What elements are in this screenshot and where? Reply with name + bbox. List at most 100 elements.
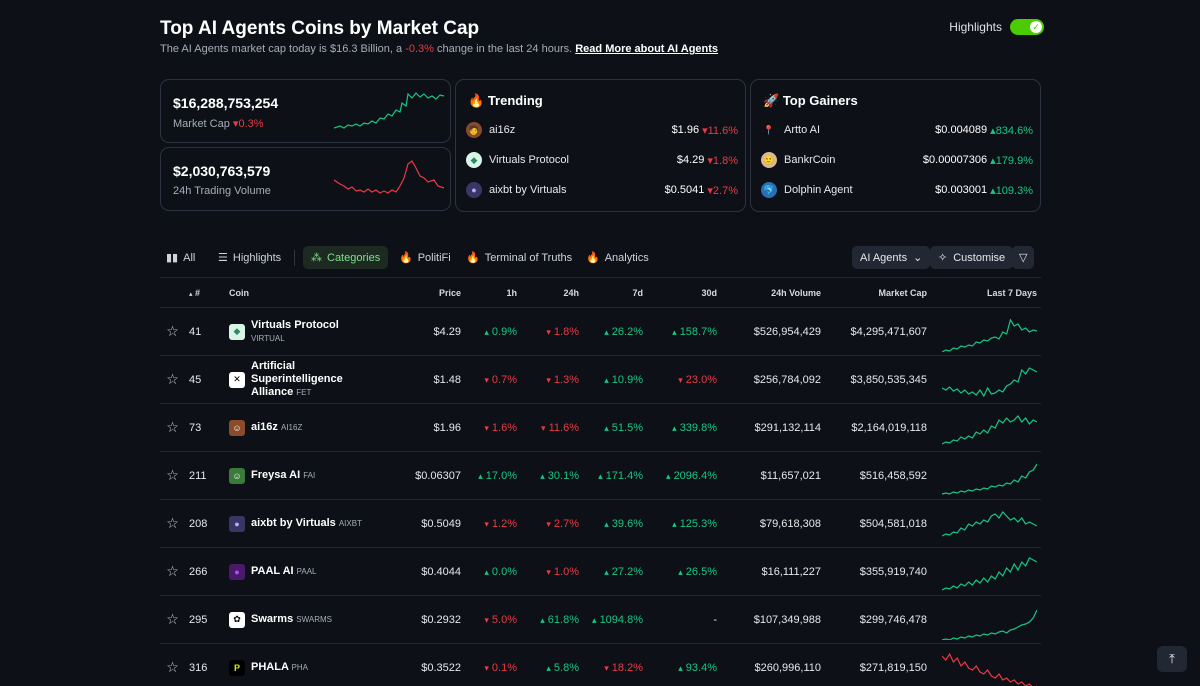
trending-item-price: $0.5041 <box>664 184 705 196</box>
caret-down-icon: ▾ <box>484 518 489 529</box>
cell-coin[interactable]: ● aixbt by Virtuals AIXBT <box>225 499 375 548</box>
trending-item-price: $4.29 <box>676 154 705 166</box>
cell-price: $0.06307 <box>375 451 465 500</box>
cell-coin[interactable]: ✕ Artificial Superintelligence Alliance … <box>225 355 375 404</box>
coin-name-wrap[interactable]: Swarms SWARMS <box>251 613 332 626</box>
scroll-to-top-button[interactable]: ⤒ <box>1157 646 1187 672</box>
star-icon[interactable]: ☆ <box>166 611 179 627</box>
header-market-cap[interactable]: Market Cap <box>825 277 931 308</box>
tab-all[interactable]: ▮▮ All <box>166 251 196 265</box>
coin-name[interactable]: Swarms <box>251 613 294 625</box>
header-volume[interactable]: 24h Volume <box>721 277 825 308</box>
sort-icon: ▴ <box>189 290 193 298</box>
cell-star[interactable]: ☆ <box>160 547 185 596</box>
caret-down-icon: ▾ <box>541 422 546 433</box>
table-row[interactable]: ☆ 266 ● PAAL AI PAAL $0.4044 ▴ 0.0% ▾ 1.… <box>160 547 1041 596</box>
freysa-logo-icon: ☺ <box>229 467 245 484</box>
coin-name[interactable]: PHALA <box>251 661 289 673</box>
caret-down-icon: ▾ <box>546 326 551 337</box>
star-icon[interactable]: ☆ <box>166 323 179 339</box>
table-row[interactable]: ☆ 316 P PHALA PHA $0.3522 ▾ 0.1% ▴ 5.8% … <box>160 643 1041 686</box>
header-coin[interactable]: Coin <box>225 277 375 308</box>
cell-star[interactable]: ☆ <box>160 307 185 356</box>
cell-coin[interactable]: P PHALA PHA <box>225 643 375 686</box>
star-icon[interactable]: ☆ <box>166 563 179 579</box>
fet-logo-icon: ✕ <box>229 371 245 388</box>
coin-name-wrap[interactable]: Artificial Superintelligence Alliance FE… <box>251 360 371 399</box>
trending-item[interactable]: 🧑 ai16z $1.96 ▾11.6% <box>466 120 738 140</box>
cell-coin[interactable]: ✿ Swarms SWARMS <box>225 595 375 644</box>
coin-name-wrap[interactable]: PHALA PHA <box>251 661 308 674</box>
gainer-item[interactable]: 🙂 BankrCoin $0.00007306 ▴179.9% <box>761 150 1033 170</box>
coin-name[interactable]: aixbt by Virtuals <box>251 517 336 529</box>
coin-name[interactable]: Artificial Superintelligence Alliance <box>251 360 343 398</box>
coin-name-wrap[interactable]: Virtuals Protocol VIRTUAL <box>251 319 371 345</box>
tab-politifi[interactable]: 🔥 PolitiFi <box>399 251 451 265</box>
coin-name-wrap[interactable]: ai16z AI16Z <box>251 421 302 434</box>
coin-name[interactable]: PAAL AI <box>251 565 294 577</box>
highlights-toggle[interactable]: ✓ <box>1010 19 1044 35</box>
cell-d30: ▴ 158.7% <box>647 307 721 356</box>
gainer-item[interactable]: 📍 Artto AI $0.004089 ▴834.6% <box>761 120 1033 140</box>
header-rank[interactable]: ▴ # <box>185 277 225 308</box>
table-row[interactable]: ☆ 41 ◆ Virtuals Protocol VIRTUAL $4.29 ▴… <box>160 307 1041 356</box>
trending-item[interactable]: ● aixbt by Virtuals $0.5041 ▾2.7% <box>466 180 738 200</box>
table-row[interactable]: ☆ 45 ✕ Artificial Superintelligence Alli… <box>160 355 1041 404</box>
coins-table: ▴ # Coin Price 1h 24h 7d 30d 24h Volume … <box>160 277 1041 686</box>
header-7d[interactable]: 7d <box>583 277 647 308</box>
cell-coin[interactable]: ☺ Freysa AI FAI <box>225 451 375 500</box>
table-row[interactable]: ☆ 295 ✿ Swarms SWARMS $0.2932 ▾ 5.0% ▴ 6… <box>160 595 1041 644</box>
gainer-item[interactable]: 🐬 Dolphin Agent $0.003001 ▴109.3% <box>761 180 1033 200</box>
trending-item[interactable]: ◆ Virtuals Protocol $4.29 ▾1.8% <box>466 150 738 170</box>
row-sparkline <box>942 318 1037 352</box>
coin-symbol: PAAL <box>296 567 317 576</box>
coin-name-wrap[interactable]: Freysa AI FAI <box>251 469 315 482</box>
row-sparkline-line <box>942 556 1037 591</box>
filter-button[interactable]: ▽ <box>1012 246 1035 269</box>
category-select[interactable]: AI Agents ⌄ <box>852 246 931 269</box>
coin-name-wrap[interactable]: PAAL AI PAAL <box>251 565 317 578</box>
header-24h[interactable]: 24h <box>521 277 583 308</box>
star-icon[interactable]: ☆ <box>166 515 179 531</box>
rocket-icon: 🚀 <box>763 93 780 108</box>
table-row[interactable]: ☆ 208 ● aixbt by Virtuals AIXBT $0.5049 … <box>160 499 1041 548</box>
star-icon[interactable]: ☆ <box>166 419 179 435</box>
star-icon[interactable]: ☆ <box>166 467 179 483</box>
table-row[interactable]: ☆ 211 ☺ Freysa AI FAI $0.06307 ▴ 17.0% ▴… <box>160 451 1041 500</box>
cell-h1: ▾ 1.6% <box>465 403 521 452</box>
market-cap-sparkline-line <box>334 92 445 129</box>
header-30d[interactable]: 30d <box>647 277 721 308</box>
read-more-link[interactable]: Read More about AI Agents <box>575 43 719 55</box>
row-sparkline-line <box>942 366 1037 397</box>
tab-terminal-of-truths[interactable]: 🔥 Terminal of Truths <box>466 251 573 265</box>
cell-coin[interactable]: ● PAAL AI PAAL <box>225 547 375 596</box>
cell-star[interactable]: ☆ <box>160 595 185 644</box>
table-row[interactable]: ☆ 73 ☺ ai16z AI16Z $1.96 ▾ 1.6% ▾ 11.6% … <box>160 403 1041 452</box>
customise-button[interactable]: ✧ Customise <box>930 246 1014 269</box>
caret-up-icon: ▴ <box>478 470 483 481</box>
category-tabs: ▮▮ All ☰ Highlights ⁂ Categories 🔥 PolitiFi … <box>160 246 1041 270</box>
cell-coin[interactable]: ☺ ai16z AI16Z <box>225 403 375 452</box>
coin-name[interactable]: Virtuals Protocol <box>251 318 339 331</box>
cell-star[interactable]: ☆ <box>160 451 185 500</box>
tab-analytics[interactable]: 🔥 Analytics <box>586 251 649 265</box>
coin-name[interactable]: Freysa AI <box>251 469 301 481</box>
tab-highlights[interactable]: ☰ Highlights <box>218 251 282 265</box>
star-icon[interactable]: ☆ <box>166 659 179 675</box>
gainer-item-name: Artto AI <box>784 124 821 136</box>
cell-star[interactable]: ☆ <box>160 499 185 548</box>
coin-name-wrap[interactable]: aixbt by Virtuals AIXBT <box>251 517 362 530</box>
cell-d7: ▴ 39.6% <box>583 499 647 548</box>
cell-star[interactable]: ☆ <box>160 355 185 404</box>
header-1h[interactable]: 1h <box>465 277 521 308</box>
cell-star[interactable]: ☆ <box>160 403 185 452</box>
tab-categories[interactable]: ⁂ Categories <box>303 246 389 269</box>
fire-icon: 🔥 <box>586 252 600 264</box>
coin-name[interactable]: ai16z <box>251 421 278 433</box>
header-price[interactable]: Price <box>375 277 465 308</box>
cell-sparkline <box>931 403 1041 452</box>
cell-rank: 73 <box>185 403 225 452</box>
cell-star[interactable]: ☆ <box>160 643 185 686</box>
cell-coin[interactable]: ◆ Virtuals Protocol VIRTUAL <box>225 307 375 356</box>
star-icon[interactable]: ☆ <box>166 371 179 387</box>
